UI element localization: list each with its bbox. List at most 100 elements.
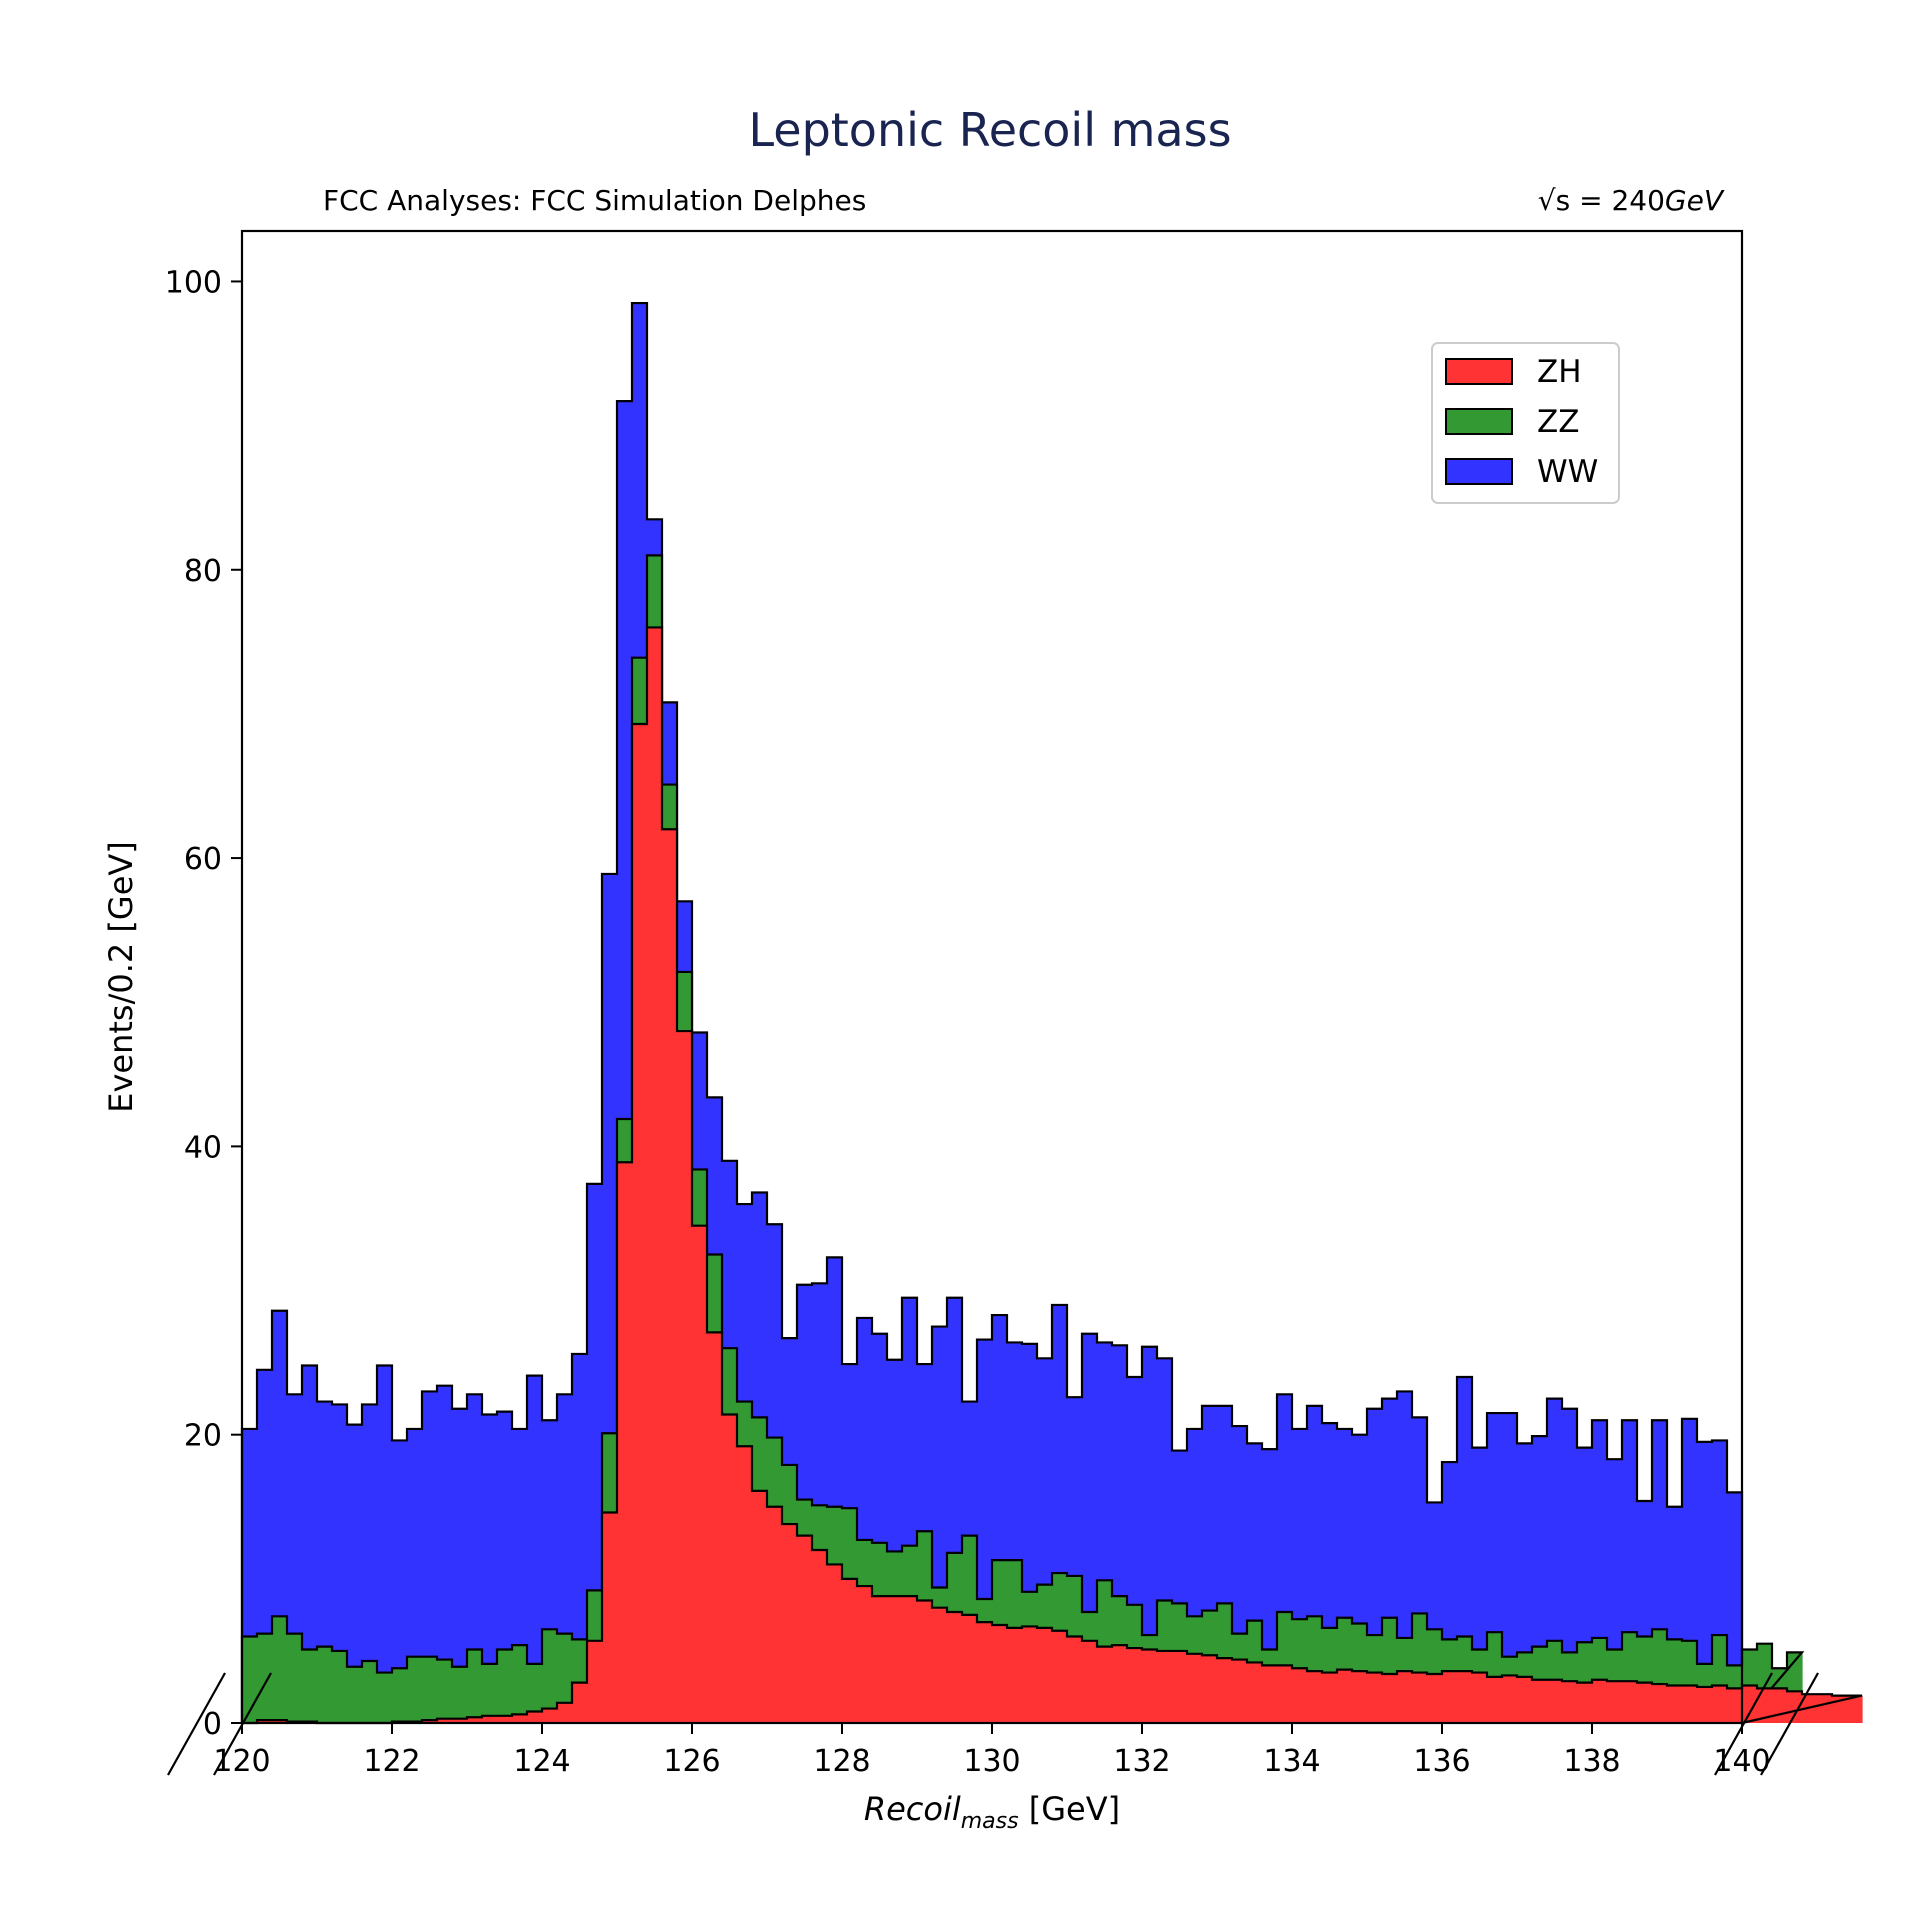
bin-ww-7: [347, 1424, 363, 1723]
bin-zh-76: [1382, 1673, 1398, 1723]
bin-zh-105: [1817, 1694, 1833, 1723]
bin-zh-78: [1412, 1672, 1428, 1723]
x-tick-label-122: 122: [363, 1744, 420, 1779]
bin-zh-15: [467, 1717, 483, 1723]
bin-zh-64: [1202, 1655, 1218, 1723]
bin-zh-20: [542, 1708, 558, 1723]
bin-zh-32: [722, 1414, 738, 1723]
x-tick-label-126: 126: [663, 1744, 720, 1779]
bin-zh-39: [827, 1564, 843, 1723]
bin-zh-73: [1337, 1669, 1353, 1723]
bin-zh-13: [437, 1718, 453, 1723]
bin-zh-83: [1487, 1676, 1503, 1723]
x-tick-label-120: 120: [213, 1744, 270, 1779]
bin-zz-19: [527, 1663, 543, 1723]
bin-zh-75: [1367, 1672, 1383, 1723]
y-tick-label-80: 80: [184, 554, 222, 589]
y-tick-label-20: 20: [184, 1419, 222, 1454]
bin-zh-84: [1502, 1675, 1518, 1723]
legend-swatch-zz: [1445, 408, 1513, 435]
bin-zz-21: [557, 1633, 573, 1723]
bin-zh-46: [932, 1607, 948, 1723]
x-tick-label-134: 134: [1263, 1744, 1320, 1779]
axis-break-marks: [167, 1672, 1819, 1776]
x-tick-label-138: 138: [1563, 1744, 1620, 1779]
bin-ww-23: [587, 1183, 603, 1723]
y-tick-label-0: 0: [203, 1707, 222, 1742]
bin-zz-20: [542, 1629, 558, 1723]
bin-zh-14: [452, 1718, 468, 1723]
bin-zh-56: [1082, 1640, 1098, 1723]
bin-zh-41: [857, 1586, 873, 1723]
bin-zh-71: [1307, 1671, 1323, 1723]
bin-zh-107: [1847, 1695, 1863, 1723]
bin-zh-74: [1352, 1671, 1368, 1723]
bin-ww-22: [572, 1353, 588, 1723]
bin-zh-88: [1562, 1681, 1578, 1723]
bin-zz-6: [332, 1650, 348, 1723]
bin-zh-34: [752, 1490, 768, 1723]
bin-zh-2: [272, 1720, 288, 1723]
subtitle-right-main: √s = 240: [1538, 184, 1665, 217]
bin-zh-18: [512, 1714, 528, 1723]
axis-break-left-2: [213, 1672, 272, 1776]
bin-zh-54: [1052, 1630, 1068, 1723]
bin-zh-102: [1772, 1688, 1788, 1723]
bin-zz-18: [512, 1645, 528, 1723]
bin-ww-19: [527, 1375, 543, 1723]
bin-zh-47: [947, 1612, 963, 1723]
bin-zh-91: [1607, 1681, 1623, 1723]
bin-zh-96: [1682, 1685, 1698, 1723]
bin-zz-12: [422, 1656, 438, 1723]
bin-zz-15: [467, 1649, 483, 1723]
bin-zh-82: [1472, 1672, 1488, 1723]
bin-zz-10: [392, 1668, 408, 1723]
bin-zh-62: [1172, 1650, 1188, 1723]
bin-zz-5: [317, 1646, 333, 1723]
bin-ww-4: [302, 1365, 318, 1723]
series-zh: [242, 626, 1863, 1725]
bin-zh-16: [482, 1715, 498, 1723]
bin-zh-27: [647, 627, 663, 1724]
bin-zh-44: [902, 1596, 918, 1723]
bin-zh-48: [962, 1614, 978, 1723]
bin-zh-51: [1007, 1627, 1023, 1723]
bin-zh-57: [1097, 1646, 1113, 1723]
bin-ww-8: [362, 1404, 378, 1723]
bin-zh-101: [1757, 1688, 1773, 1723]
bin-zh-61: [1157, 1650, 1173, 1723]
y-axis-label: Events/0.2 [GeV]: [102, 841, 140, 1113]
bin-zh-92: [1622, 1681, 1638, 1723]
bin-zh-77: [1397, 1671, 1413, 1723]
bin-ww-60: [1142, 1346, 1158, 1723]
bin-zh-28: [662, 829, 678, 1723]
legend-swatch-ww: [1445, 458, 1513, 485]
bin-zh-95: [1667, 1685, 1683, 1723]
bin-zh-87: [1547, 1679, 1563, 1723]
bin-zh-65: [1217, 1658, 1233, 1723]
bin-zh-85: [1517, 1676, 1533, 1723]
bin-zz-16: [482, 1663, 498, 1723]
bin-ww-16: [482, 1414, 498, 1723]
bin-zh-79: [1427, 1673, 1443, 1723]
bin-zh-43: [887, 1596, 903, 1723]
bin-zh-40: [842, 1578, 858, 1723]
bin-ww-9: [377, 1365, 393, 1723]
bin-zh-19: [527, 1711, 543, 1723]
bin-zz-9: [377, 1672, 393, 1723]
bin-zh-36: [782, 1524, 798, 1723]
bin-zz-11: [407, 1656, 423, 1723]
bin-zh-29: [677, 1031, 693, 1723]
bin-zh-35: [767, 1506, 783, 1723]
bin-zh-103: [1787, 1691, 1803, 1723]
bin-zh-98: [1712, 1685, 1728, 1723]
bin-ww-13: [437, 1385, 453, 1723]
bin-zh-63: [1187, 1653, 1203, 1723]
bin-zh-97: [1697, 1686, 1713, 1723]
bin-zh-72: [1322, 1672, 1338, 1723]
y-tick-label-100: 100: [165, 265, 222, 300]
axis-break-left-1: [167, 1672, 226, 1776]
bin-zh-42: [872, 1596, 888, 1723]
bin-ww-10: [392, 1440, 408, 1723]
